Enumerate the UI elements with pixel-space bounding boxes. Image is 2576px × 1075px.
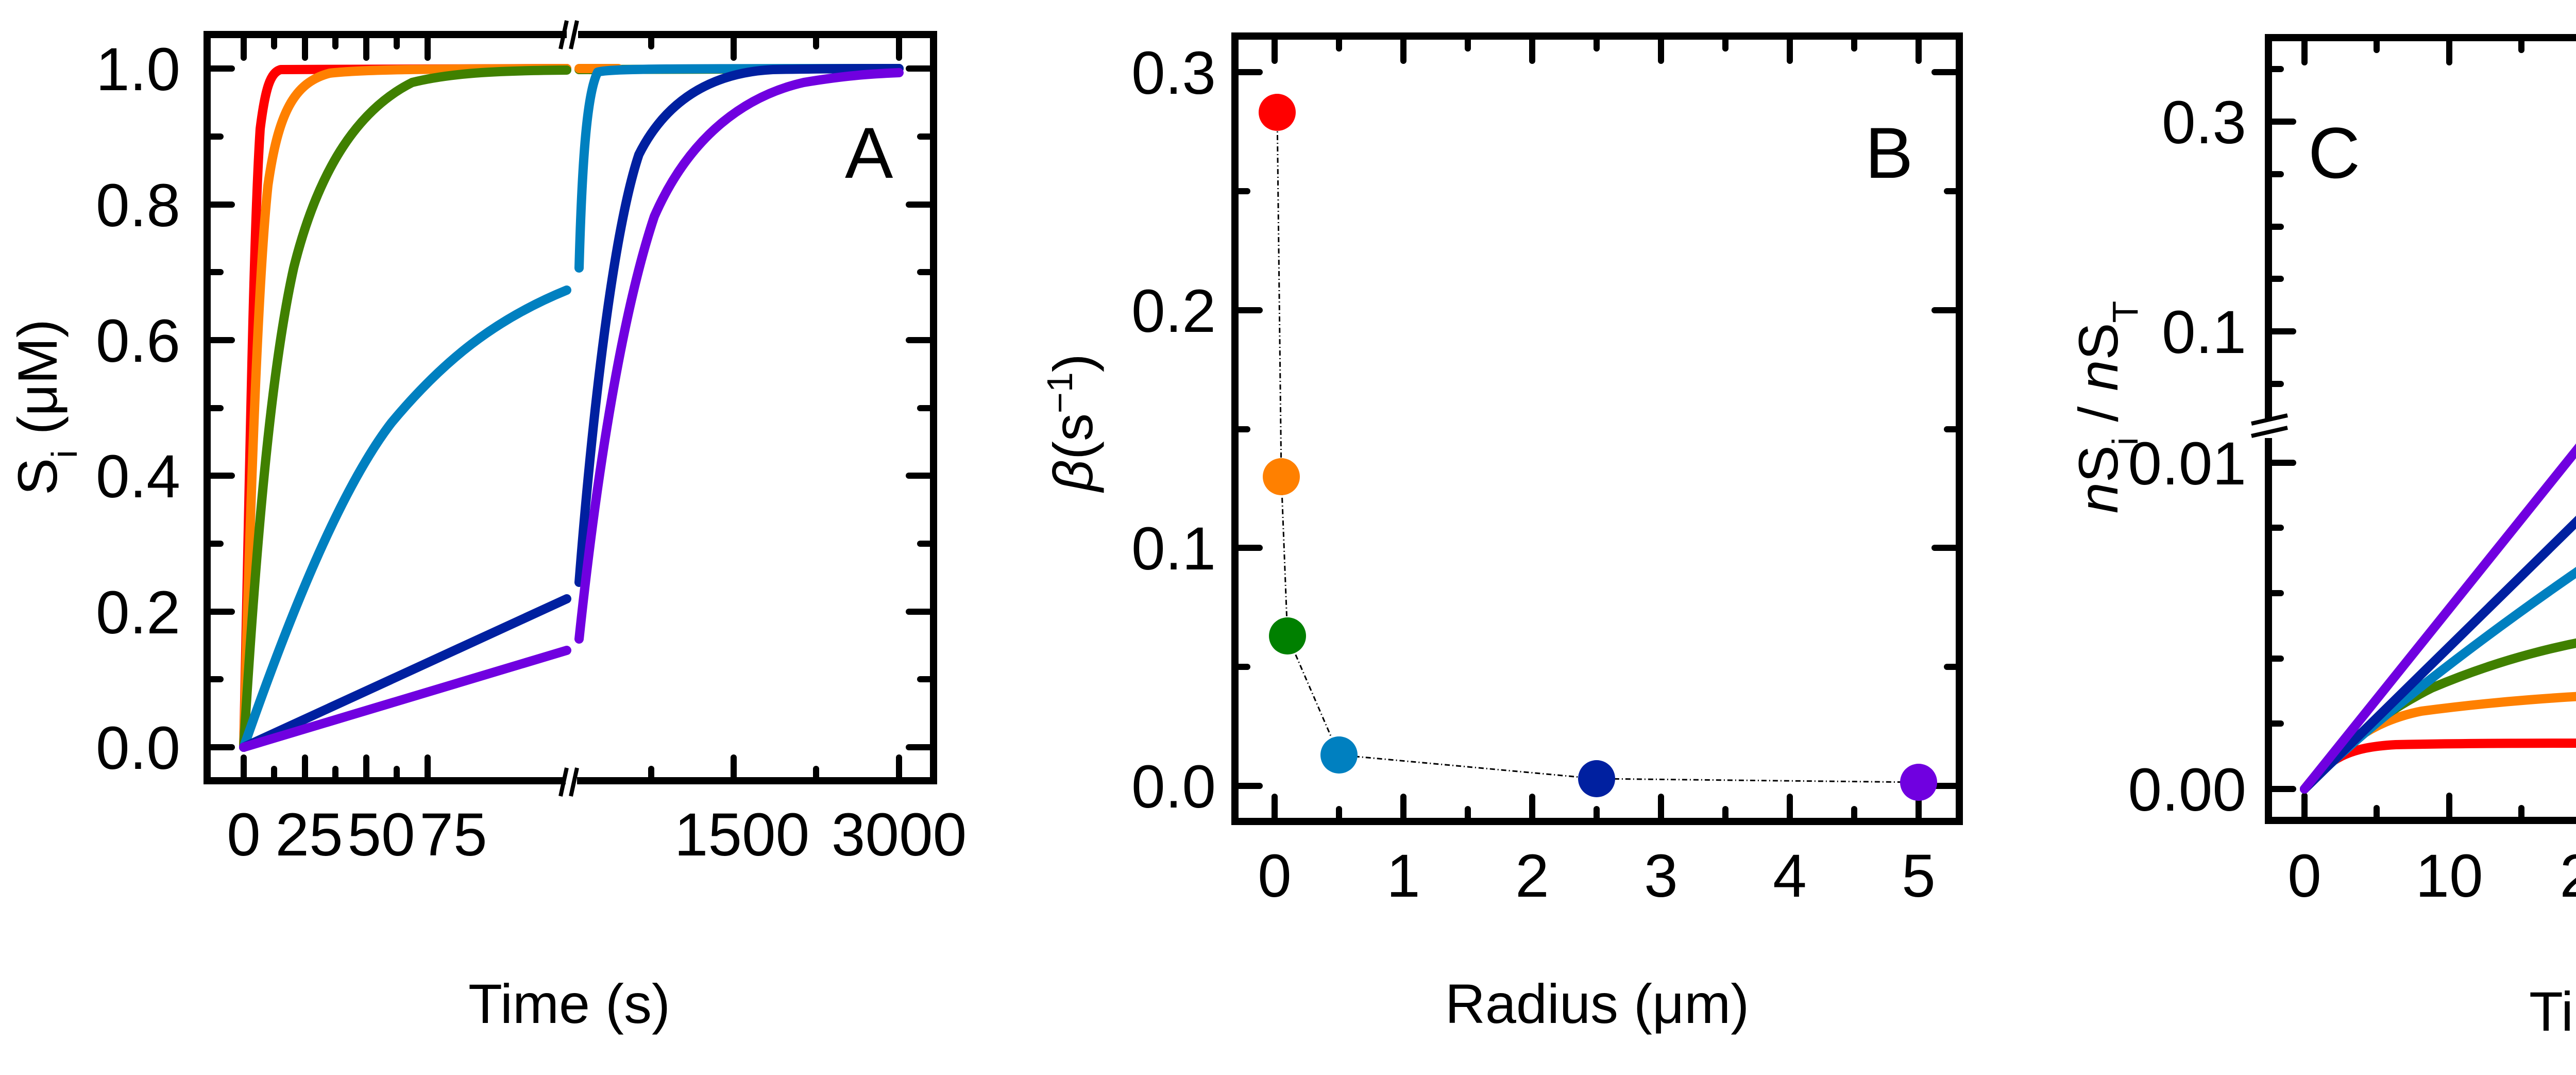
panel-c-x-axis-label: Time (s): [2529, 980, 2576, 1043]
x-tick-label: 5: [1902, 842, 1936, 910]
series-darkblue-right: [574, 64, 904, 587]
x-tick-label: 2: [1515, 842, 1549, 910]
y-tick-label: 1.0: [96, 36, 180, 104]
panel-b: 0.0 0.1 0.2 0.3 0 1 2 3 4 5 Radius (μm) …: [1040, 32, 1963, 1035]
x-tick-label: 50: [347, 801, 415, 869]
panel-a-y-axis-label: Si (μM): [6, 319, 84, 495]
y-tick-label: 0.4: [96, 443, 180, 511]
panel-a-curves: [239, 64, 904, 752]
panel-c-y-ticks: [2265, 66, 2296, 792]
panel-c-x-tick-labels: 0 10 20 1500 3000: [2287, 842, 2576, 910]
panel-c-y-axis-label: nSi / nST: [2067, 301, 2145, 514]
y-tick-label: 0.01: [2128, 430, 2246, 498]
panel-a-x-ticks: [241, 31, 902, 784]
panel-a: 0.0 0.2 0.4 0.6 0.8 1.0 0 25 50 75 1500 …: [6, 20, 967, 1035]
x-tick-label: 75: [419, 801, 487, 869]
panel-b-x-ticks: [1272, 33, 1922, 825]
panel-b-y-tick-labels: 0.0 0.1 0.2 0.3: [1131, 39, 1216, 821]
series-darkblue-left: [239, 594, 571, 752]
series-purple-right: [574, 68, 904, 644]
series-purple-left: [239, 646, 571, 752]
y-tick-label: 0.0: [96, 714, 180, 782]
panel-a-x-tick-labels: 0 25 50 75 1500 3000: [227, 801, 967, 869]
panel-b-letter: B: [1865, 112, 1913, 193]
x-tick-label: 1: [1386, 842, 1420, 910]
x-tick-label: 0: [1258, 842, 1292, 910]
panel-a-y-ticks: [204, 65, 937, 750]
panel-b-points: [1259, 94, 1937, 801]
y-tick-label: 0.8: [96, 172, 180, 240]
y-tick-label: 0.0: [1131, 753, 1216, 821]
y-tick-label: 0.1: [2162, 298, 2246, 366]
panel-a-letter: A: [845, 112, 893, 193]
series-green-left: [239, 65, 571, 752]
x-tick-label: 10: [2415, 842, 2483, 910]
x-tick-label: 25: [275, 801, 343, 869]
panel-c-axis-break: [2251, 413, 2288, 438]
panel-c-curves: [2300, 443, 2576, 794]
x-tick-label: 1500: [674, 801, 810, 869]
panel-c-letter: C: [2308, 112, 2360, 193]
y-tick-label: 0.00: [2128, 756, 2246, 824]
y-tick-label: 0.2: [1131, 277, 1216, 345]
x-tick-label: 0: [227, 801, 261, 869]
series-darkblue-left: [2300, 515, 2576, 794]
series-lightblue-right: [574, 64, 904, 273]
panel-b-y-axis-label: β(s−1): [1040, 354, 1104, 493]
data-point: [1259, 94, 1296, 131]
series-orange-left: [239, 64, 571, 752]
panel-a-axis-break: [558, 20, 579, 797]
panel-a-frame: [204, 31, 937, 784]
x-tick-label: 4: [1773, 842, 1807, 910]
y-tick-label: 0.2: [96, 579, 180, 647]
data-point: [1263, 458, 1300, 495]
panel-a-x-axis-label: Time (s): [468, 972, 670, 1035]
data-point: [1320, 736, 1358, 774]
y-tick-label: 0.3: [2162, 89, 2246, 157]
x-tick-label: 3: [1644, 842, 1678, 910]
panel-a-y-tick-labels: 0.0 0.2 0.4 0.6 0.8 1.0: [96, 36, 180, 782]
data-point: [1269, 617, 1306, 654]
y-tick-label: 0.3: [1131, 39, 1216, 107]
panel-c-x-ticks: [2301, 35, 2524, 824]
panel-b-y-ticks: [1232, 69, 1962, 789]
data-point: [1900, 764, 1937, 801]
series-lightblue-left: [239, 285, 571, 752]
y-tick-label: 0.1: [1131, 515, 1216, 583]
panel-b-x-tick-labels: 0 1 2 3 4 5: [1258, 842, 1936, 910]
y-tick-label: 0.6: [96, 307, 180, 375]
panel-b-frame: [1231, 32, 1963, 825]
x-tick-label: 20: [2560, 842, 2576, 910]
panel-b-connector-line: [1276, 112, 1919, 783]
panel-c-frame: [2265, 34, 2576, 824]
x-tick-label: 3000: [832, 801, 967, 869]
x-tick-label: 0: [2287, 842, 2321, 910]
panel-b-x-axis-label: Radius (μm): [1445, 972, 1749, 1035]
panel-c-y-tick-labels: 0.00 0.01 0.1 0.3: [2128, 89, 2246, 824]
panel-c: 0.00 0.01 0.1 0.3 0 10 20 1500 3000 Time…: [2067, 34, 2576, 1043]
data-point: [1578, 760, 1615, 797]
series-purple-left: [2300, 443, 2576, 794]
